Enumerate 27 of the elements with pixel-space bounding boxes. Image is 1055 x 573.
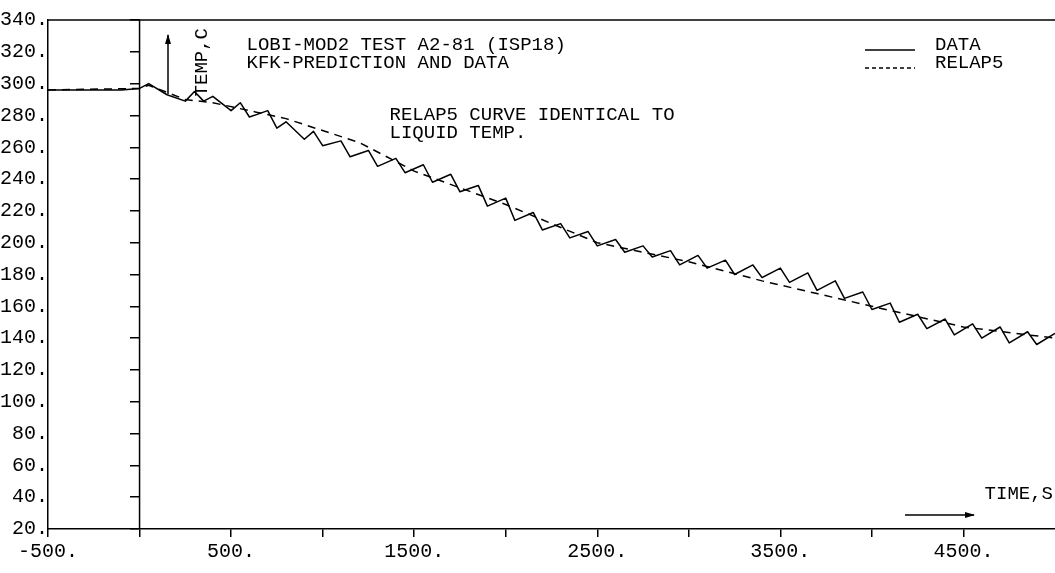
x-tick-label: 1500. — [384, 540, 445, 564]
y-tick-label: 220. — [0, 199, 49, 223]
y-tick-label: 80. — [11, 421, 49, 445]
y-tick-label: 340. — [0, 8, 49, 32]
x-axis-title: TIME,S — [984, 483, 1053, 505]
y-tick-label: 100. — [0, 390, 49, 414]
x-tick-label: 2500. — [567, 540, 628, 564]
y-tick-label: 140. — [0, 326, 49, 350]
y-tick-label: 300. — [0, 71, 49, 95]
y-tick-label: 320. — [0, 40, 49, 64]
y-tick-label: 180. — [0, 262, 49, 286]
y-tick-label: 40. — [11, 485, 49, 509]
y-axis-title: TEMP,C — [190, 28, 213, 97]
annotation: RELAP5 CURVE IDENTICAL TO LIQUID TEMP. — [389, 104, 675, 144]
x-tick-label: 4500. — [933, 540, 994, 564]
y-tick-label: 160. — [0, 294, 49, 318]
x-tick-label: 500. — [207, 540, 256, 564]
y-tick-label: 200. — [0, 230, 49, 254]
y-tick-label: 240. — [0, 167, 49, 191]
x-tick-label: -500. — [18, 540, 79, 564]
x-tick-label: 3500. — [750, 540, 811, 564]
text: LOBI-MOD2 TEST A2-81 (ISP18) — [246, 34, 566, 56]
y-tick-label: 280. — [0, 103, 49, 127]
y-tick-label: 20. — [11, 517, 49, 541]
y-tick-label: 120. — [0, 358, 49, 382]
y-tick-label: 60. — [11, 453, 49, 477]
y-tick-label: 260. — [0, 135, 49, 159]
